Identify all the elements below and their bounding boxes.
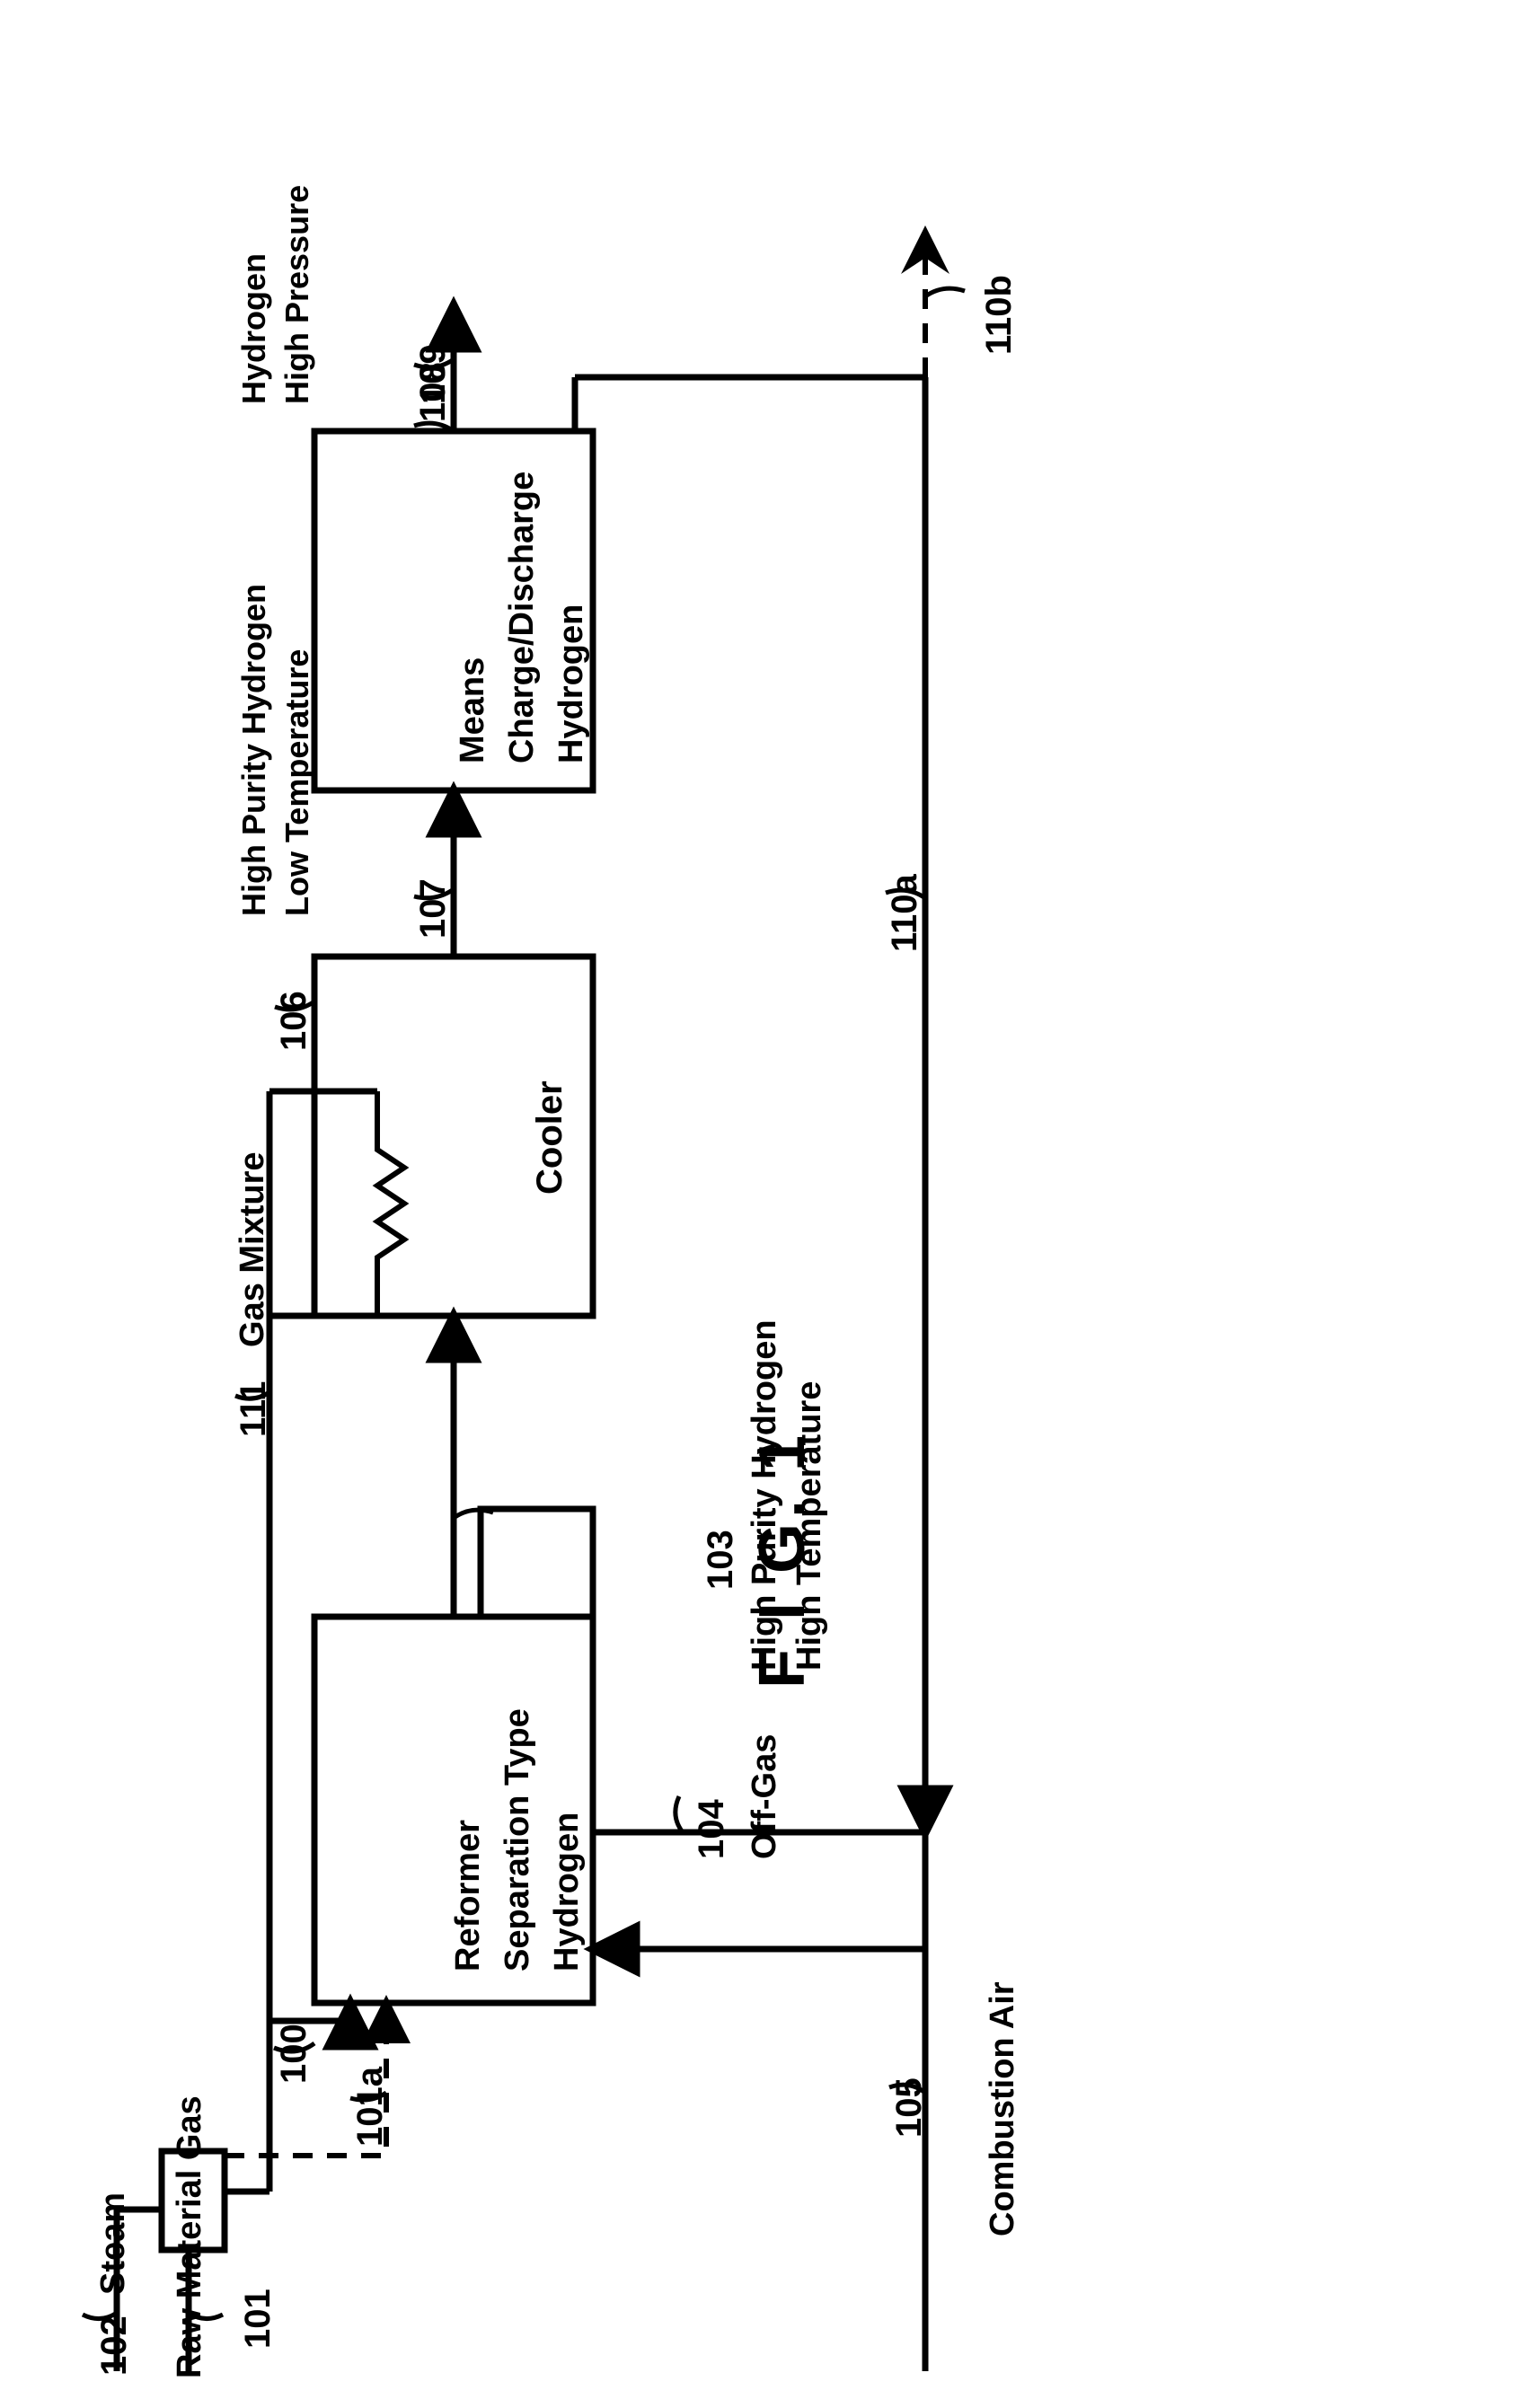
reformer-ref: 100 [274, 2024, 314, 2084]
loop-b-ref: 110b [979, 275, 1020, 355]
loop-a-ref: 110a [885, 874, 925, 952]
combustion-ref: 105 [889, 2077, 930, 2138]
reformer-label-3: Reformer [449, 1820, 488, 1971]
hcd-label-3: Means [454, 657, 492, 763]
gas-mix-label: Gas Mixture [234, 1151, 272, 1347]
offgas-ref: 104 [692, 1799, 732, 1859]
hp-h2-label-2: Hydrogen [235, 253, 273, 404]
hp-h2-label-1: High Pressure [278, 185, 316, 404]
raw-gas-label: Raw Material Gas [171, 2095, 209, 2378]
reformer-label-1: Hydrogen [548, 1813, 587, 1971]
ht-h2-label-2: High Purity Hydrogen [746, 1319, 784, 1671]
steam-ref: 102 [94, 2315, 135, 2376]
hcd-label-1: Hydrogen [552, 604, 591, 763]
offgas-label: Off-Gas [746, 1734, 784, 1859]
diagram-svg [0, 0, 1528, 2408]
gas-mix-alt-ref: 101a [350, 2067, 391, 2147]
cooler-ref: 106 [274, 991, 314, 1051]
gas-mix-ref: 111 [234, 1381, 274, 1437]
hp-h2-ref: 109 [413, 344, 454, 404]
combustion-label: Combustion Air [984, 1981, 1022, 2236]
ht-h2-label-1: High Temperature [790, 1381, 829, 1671]
lt-h2-label-1: Low Temperature [278, 649, 316, 916]
steam-label: Steam [94, 2192, 133, 2295]
reformer-label-2: Separation Type [499, 1708, 537, 1971]
lt-h2-label-2: High Purity Hydrogen [235, 584, 273, 916]
lt-h2-ref: 107 [413, 878, 454, 939]
hcd-label-2: Charge/Discharge [503, 472, 542, 763]
raw-gas-ref: 101 [238, 2289, 278, 2349]
ht-h2-ref: 103 [701, 1530, 741, 1590]
cooler-label: Cooler [530, 1081, 570, 1195]
